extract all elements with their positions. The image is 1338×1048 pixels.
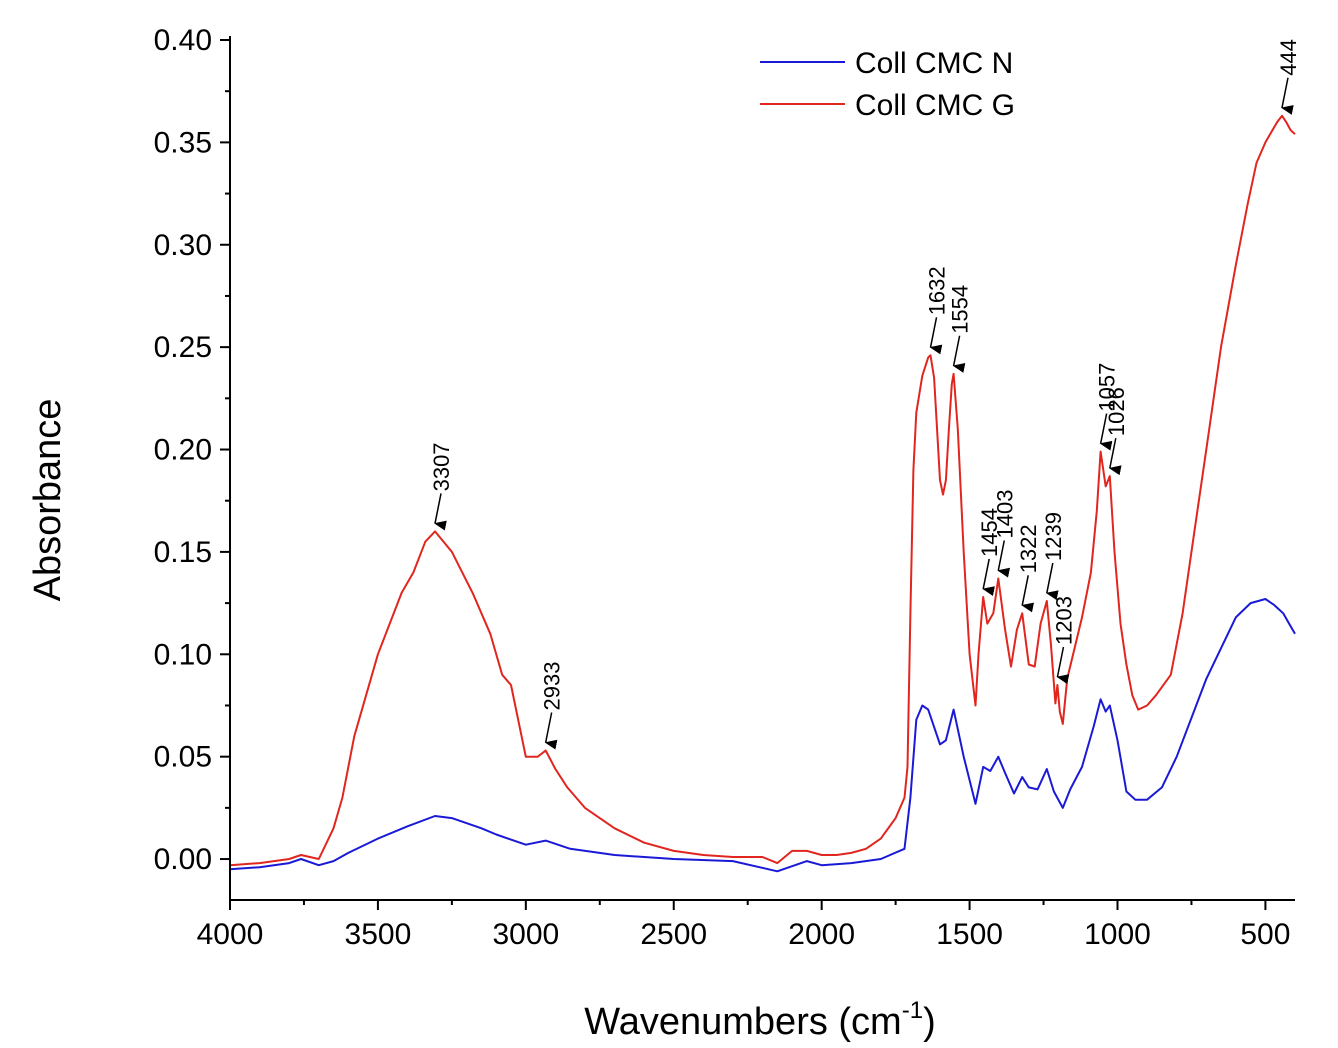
y-tick-label: 0.30 bbox=[154, 229, 212, 262]
y-tick-label: 0.35 bbox=[154, 126, 212, 159]
y-tick-label: 0.15 bbox=[154, 536, 212, 569]
x-tick-label: 1000 bbox=[1084, 918, 1151, 951]
peak-label-1632: 1632 bbox=[925, 266, 950, 315]
y-tick-label: 0.10 bbox=[154, 638, 212, 671]
peak-arrow bbox=[1021, 575, 1035, 613]
peak-label-1057: 1057 bbox=[1095, 363, 1120, 412]
peak-arrow bbox=[1108, 437, 1122, 476]
peak-label-1239: 1239 bbox=[1041, 512, 1066, 561]
peak-arrow bbox=[952, 335, 966, 373]
plot-area bbox=[229, 114, 1296, 873]
y-tick-label: 0.20 bbox=[154, 434, 212, 467]
peak-label-1403: 1403 bbox=[992, 490, 1017, 539]
legend: Coll CMC N Coll CMC G bbox=[760, 47, 1015, 122]
peak-label-1026: 1026 bbox=[1104, 387, 1129, 436]
y-tick-label: 0.00 bbox=[154, 843, 212, 876]
peak-label-1454: 1454 bbox=[977, 508, 1002, 557]
peak-arrow bbox=[982, 558, 995, 597]
peak-arrow bbox=[1056, 646, 1070, 685]
x-axis-title: Wavenumbers (cm-1) bbox=[584, 997, 935, 1043]
peak-arrow bbox=[997, 540, 1011, 578]
y-axis-title: Absorbance bbox=[27, 399, 69, 602]
peak-arrow bbox=[1045, 562, 1059, 601]
x-tick-label: 500 bbox=[1240, 918, 1290, 951]
peak-label-1322: 1322 bbox=[1016, 524, 1041, 573]
x-tick-label: 2500 bbox=[640, 918, 707, 951]
series-line-coll-cmc-n bbox=[229, 598, 1296, 873]
y-tick-label: 0.40 bbox=[154, 24, 212, 57]
peak-arrow bbox=[1099, 413, 1113, 451]
peak-label-1554: 1554 bbox=[948, 285, 973, 334]
peak-label-444: 444 bbox=[1276, 39, 1301, 76]
peak-arrow bbox=[434, 493, 447, 531]
peak-arrow bbox=[1281, 77, 1294, 115]
legend-label-coll-cmc-n: Coll CMC N bbox=[855, 47, 1013, 80]
legend-label-coll-cmc-g: Coll CMC G bbox=[855, 89, 1015, 122]
peak-label-1203: 1203 bbox=[1051, 596, 1076, 645]
axes: 0.00 0.05 0.10 0.15 0.20 0.25 0.30 0.35 0.40 4000… bbox=[154, 24, 1295, 951]
y-tick-label: 0.25 bbox=[154, 331, 212, 364]
series-line-coll-cmc-g bbox=[229, 114, 1296, 867]
peak-label-3307: 3307 bbox=[429, 442, 454, 491]
peak-label-2933: 2933 bbox=[540, 662, 565, 711]
peak-arrow bbox=[544, 712, 558, 750]
x-tick-label: 1500 bbox=[936, 918, 1003, 951]
x-tick-label: 3000 bbox=[492, 918, 559, 951]
x-tick-label: 4000 bbox=[197, 918, 264, 951]
peak-arrow bbox=[929, 317, 943, 355]
y-tick-label: 0.05 bbox=[154, 741, 212, 774]
x-tick-label: 3500 bbox=[345, 918, 412, 951]
x-tick-label: 2000 bbox=[788, 918, 855, 951]
